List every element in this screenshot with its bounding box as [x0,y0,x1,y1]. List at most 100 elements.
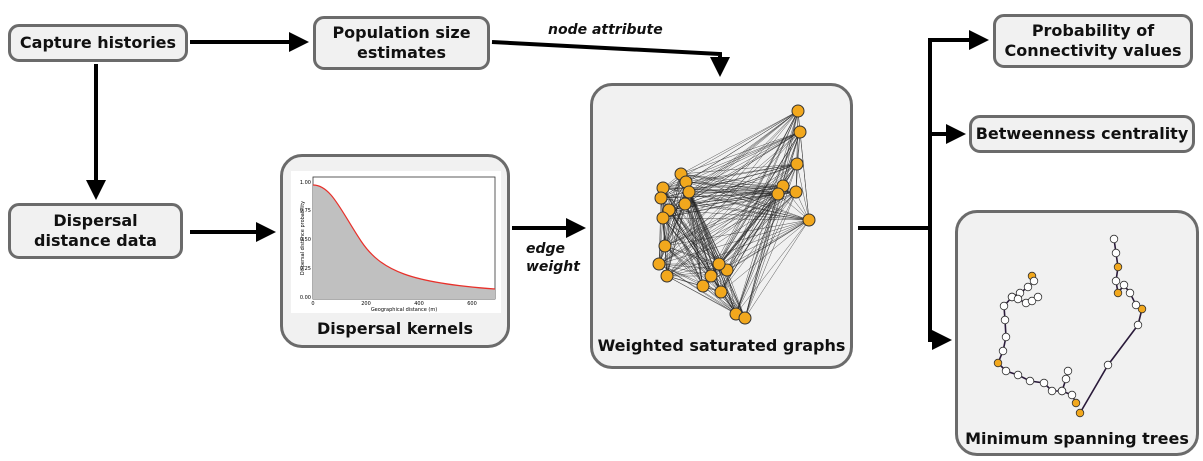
dispersal-kernels-title: Dispersal kernels [316,319,474,338]
kernel-plot: 0.00 0.25 0.50 0.75 1.00 0 200 400 600 G… [300,176,496,313]
mst-node [1113,262,1123,272]
graph-node [654,191,668,205]
graph-edge [685,181,784,187]
node-attribute-label: node attribute [548,22,663,38]
mst-edge [1079,238,1143,414]
graph-edge [666,185,784,277]
mst-node [999,301,1009,311]
graph-edge [685,131,801,183]
betweenness-label: Betweenness centrality [975,124,1189,143]
mst-node [1113,288,1123,298]
weighted-graphs-panel: Weighted saturated graphs [590,83,853,369]
mst-node [1063,366,1073,376]
graph-node [704,269,718,283]
mst-node [1067,390,1077,400]
graph-edge [685,181,779,195]
graph-edge [684,203,737,315]
arrow-population-to-graphs [491,40,730,77]
graph-edge [720,219,810,293]
mst-node [1103,360,1113,370]
graph-edge [658,203,686,265]
graph-edge [688,191,746,319]
graph-edge [684,203,704,287]
graph-node [791,104,805,118]
mst-node [1000,315,1010,325]
graph-edge [688,191,779,195]
mst-node [1001,366,1011,376]
weighted-graphs-title: Weighted saturated graphs [597,336,846,355]
graph-edge [680,173,810,221]
graph-edge [684,163,798,205]
edge-weight-line1: edge [526,241,566,257]
graph-edge [684,193,779,205]
graph-edge [718,219,810,265]
graph-edge [662,217,712,277]
graph-node [793,125,807,139]
graph-edge [662,187,712,277]
graph-edge [744,219,810,319]
graph-edge [658,193,779,265]
graph-edge [799,131,810,221]
dispersal-distance-box: Dispersal distance data [8,203,183,259]
graph-edge [664,203,686,247]
graph-edge [688,191,810,221]
graph-edge [658,197,662,265]
graph-node [790,157,804,171]
mst-node [1013,370,1023,380]
kernel-ytick-3: 0.75 [300,208,311,214]
graph-edge [660,193,779,199]
mst-node [1057,386,1067,396]
graph-edge [662,217,810,221]
mst-node [1075,408,1085,418]
betweenness-box: Betweenness centrality [969,115,1195,153]
graph-edge [735,191,797,315]
graph-edge [720,131,801,293]
graph-edge [720,191,797,293]
graph-edge [684,185,784,205]
graph-edge [664,245,720,265]
graph-edge [658,263,712,277]
graph-edge [662,187,779,195]
graph-edge [662,217,737,315]
graph-edge [688,191,712,277]
mst-node [1013,294,1023,304]
graph-node [802,213,816,227]
graph-edge [658,219,810,265]
graph-edge [684,203,720,265]
saturated-graph [652,104,816,325]
graph-edge [796,163,810,221]
graph-edge [666,263,720,277]
graph-edge [664,193,779,247]
graph-edge [726,191,797,271]
kernel-xtick-1: 200 [361,301,371,307]
population-size-box: Population size estimates [313,16,490,70]
graph-node [696,279,710,293]
mst-node [993,358,1003,368]
graph-edge [720,193,779,293]
kernel-xlabel: Geographical distance (m) [371,307,437,313]
kernel-ytick-4: 1.00 [300,180,311,186]
edge-weight-label: edge weight [526,240,580,276]
graph-edge [718,191,797,265]
mst-node [1119,280,1129,290]
kernel-xtick-0: 0 [311,301,314,307]
graph-node [738,311,752,325]
graph-edge [735,219,810,315]
mst-node [1027,296,1037,306]
mst-node [1047,386,1057,396]
graph-node [712,257,726,271]
mst-node [998,346,1008,356]
graph-edge [668,209,712,277]
dispersal-kernels-panel: 0.00 0.25 0.50 0.75 1.00 0 200 400 600 G… [280,154,510,348]
capture-histories-label: Capture histories [19,33,177,52]
mst-node [1125,288,1135,298]
node-attribute-text: node attribute [548,22,663,38]
mst-node [1111,248,1121,258]
graph-node [678,197,692,211]
mst-node [1111,276,1121,286]
graph-edge [664,110,799,247]
graph-node [656,211,670,225]
graph-edge [702,193,779,287]
graph-edge [666,163,798,277]
